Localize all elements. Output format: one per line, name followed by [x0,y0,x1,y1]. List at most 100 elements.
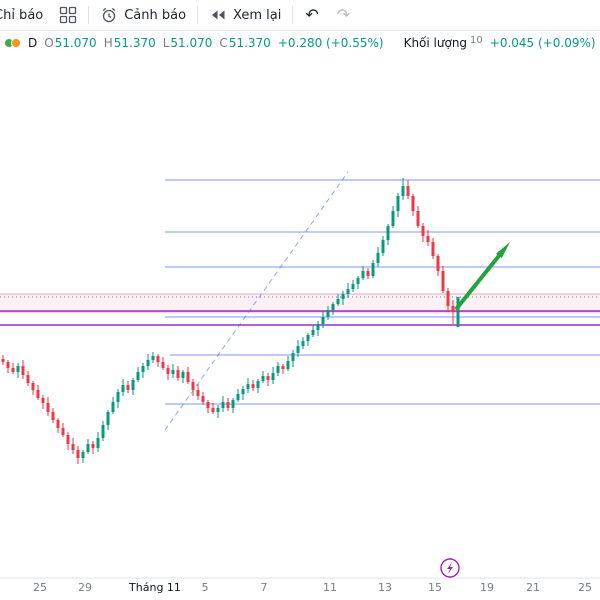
candle[interactable] [171,364,175,378]
time-axis-label[interactable]: 21 [526,581,540,594]
candle[interactable] [416,206,420,228]
candle[interactable] [31,381,35,395]
candle[interactable] [386,224,390,245]
candle[interactable] [211,403,215,414]
candle[interactable] [441,266,445,293]
candle[interactable] [81,450,85,463]
symbol-legend[interactable]: D O 51.070 H 51.370 L 51.070 C 51.370 +0… [4,35,596,50]
time-axis[interactable]: 25 29 Tháng 11 5 7 11 13 15 19 21 25 [33,581,592,594]
candle[interactable] [166,365,170,380]
candle[interactable] [291,350,295,367]
candle[interactable] [306,333,310,346]
candle[interactable] [216,405,220,418]
replay-button[interactable]: Xem lại [201,1,289,29]
candle[interactable] [66,432,70,450]
candle[interactable] [46,397,50,416]
candle[interactable] [296,340,300,357]
candle[interactable] [11,363,15,374]
candle[interactable] [346,283,350,298]
bolt-marker[interactable] [440,558,460,578]
time-axis-label[interactable]: 25 [578,581,592,594]
time-axis-label[interactable]: 5 [202,581,209,594]
candle[interactable] [71,438,75,454]
time-axis-label[interactable]: 13 [378,581,392,594]
time-axis-label[interactable]: 15 [428,581,442,594]
candle[interactable] [86,439,90,454]
candle[interactable] [141,363,145,378]
candle[interactable] [391,206,395,228]
candle[interactable] [181,370,185,383]
candle[interactable] [206,400,210,413]
candle[interactable] [321,311,325,328]
candle[interactable] [241,386,245,400]
candle[interactable] [36,385,40,400]
candle[interactable] [56,418,60,433]
candle[interactable] [301,337,305,349]
candle[interactable] [281,364,285,374]
candle[interactable] [451,300,455,324]
time-axis-label[interactable]: Tháng 11 [128,581,181,594]
candles[interactable] [1,178,460,464]
candle[interactable] [326,306,330,320]
candle[interactable] [336,294,340,306]
candle[interactable] [381,236,385,256]
candle[interactable] [421,223,425,242]
candle[interactable] [91,441,95,454]
candle[interactable] [126,381,130,393]
candle[interactable] [351,280,355,292]
candle[interactable] [191,379,195,396]
alerts-button[interactable]: Cảnh báo [92,1,194,29]
timeframe-label[interactable]: D [28,36,38,50]
candle[interactable] [401,178,405,200]
candle[interactable] [446,288,450,312]
candle[interactable] [316,321,320,336]
candle[interactable] [151,352,155,363]
candle[interactable] [186,367,190,384]
candle[interactable] [276,362,280,376]
candle[interactable] [376,247,380,267]
time-axis-label[interactable]: 25 [33,581,47,594]
candle[interactable] [161,357,165,370]
candle[interactable] [361,266,365,280]
candle[interactable] [366,268,370,279]
candle[interactable] [426,230,430,246]
redo-button[interactable]: ↷ [328,1,359,29]
candle[interactable] [6,360,10,373]
candle[interactable] [341,291,345,305]
candle[interactable] [266,373,270,386]
candle[interactable] [431,238,435,259]
candle[interactable] [226,398,230,411]
candle[interactable] [121,379,125,396]
candle[interactable] [51,408,55,423]
candle[interactable] [16,363,20,378]
candle[interactable] [41,395,45,409]
indicators-button[interactable]: Chỉ báo [0,1,51,29]
candle[interactable] [106,410,110,430]
candle[interactable] [331,302,335,315]
candle[interactable] [261,371,265,383]
candle[interactable] [251,380,255,391]
candle[interactable] [231,398,235,413]
price-zone-band[interactable] [0,294,600,312]
candle[interactable] [221,396,225,412]
candle[interactable] [196,384,200,400]
undo-button[interactable]: ↶ [296,1,327,29]
volume-label[interactable]: Khối lượng [403,36,468,50]
candle[interactable] [286,356,290,371]
candle[interactable] [236,389,240,402]
candle[interactable] [116,389,120,408]
candle[interactable] [201,392,205,405]
candle[interactable] [396,193,400,217]
candle[interactable] [311,325,315,337]
up-arrow-drawing[interactable] [455,241,511,310]
candle[interactable] [136,367,140,382]
time-axis-label[interactable]: 19 [480,581,494,594]
trendline[interactable] [164,171,349,431]
candle[interactable] [146,354,150,370]
candle[interactable] [411,194,415,216]
layout-grid-button[interactable] [51,1,85,29]
candle[interactable] [76,446,80,464]
candle[interactable] [436,254,440,276]
candle[interactable] [101,421,105,441]
